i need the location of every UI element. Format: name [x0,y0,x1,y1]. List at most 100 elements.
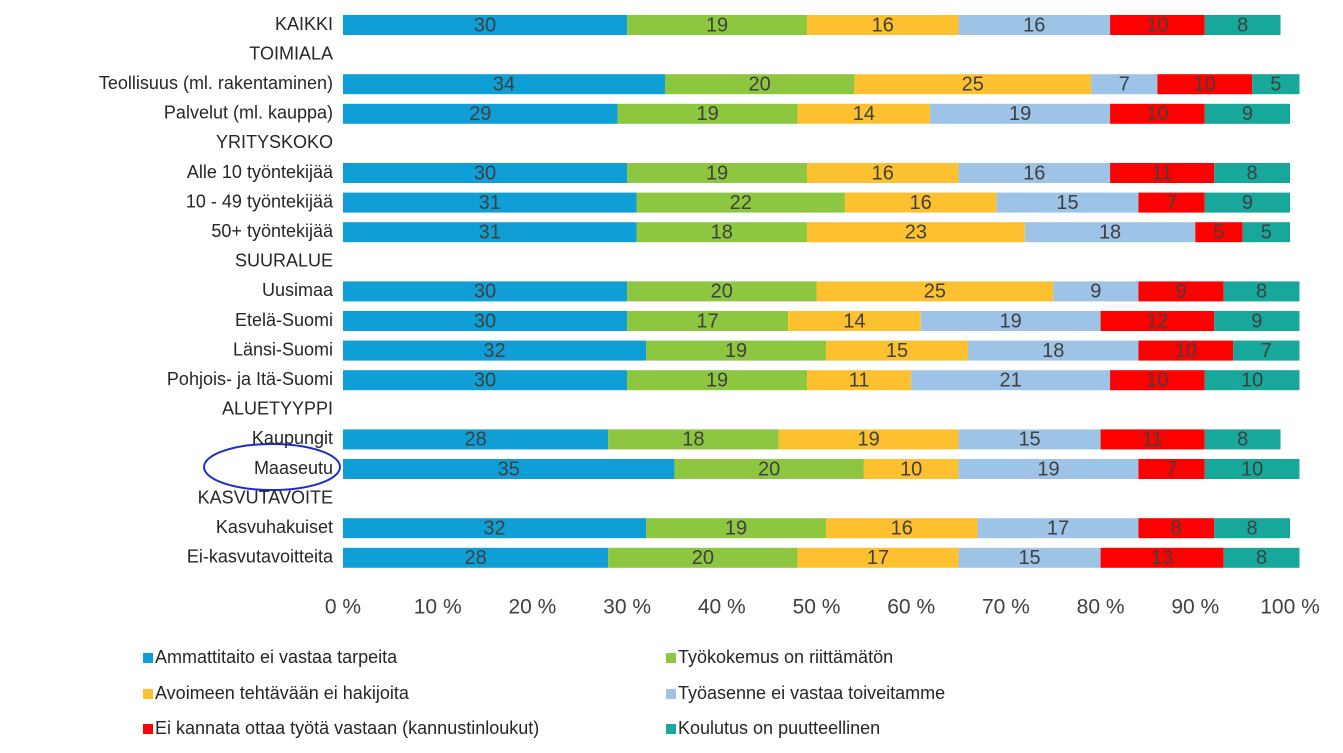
data-label: 18 [711,221,733,243]
data-label: 10 [1175,340,1197,362]
bar-segment [1100,429,1205,450]
bar-segment [1204,370,1300,391]
bar-segment [343,103,618,124]
legend-label: Ammattitaito ei vastaa tarpeita [155,647,398,667]
x-tick-label: 30 % [603,596,651,619]
data-label: 31 [479,192,501,214]
legend-label: Työasenne ei vastaa toiveitamme [678,683,945,703]
bar-segment [1110,15,1205,35]
data-label: 28 [464,547,486,569]
data-label: 8 [1237,14,1248,36]
data-label: 15 [1018,429,1040,451]
data-label: 9 [1251,310,1262,332]
category-label: KAIKKI [275,14,333,34]
data-label: 12 [1146,310,1168,332]
data-label: 25 [924,281,946,303]
legend-swatch [666,653,676,663]
x-tick-label: 80 % [1077,596,1125,619]
data-label: 17 [1047,517,1069,539]
bar-segment [958,459,1139,479]
data-label: 9 [1242,192,1253,214]
bar-segment [664,74,855,95]
bar-segment [627,163,808,183]
data-label: 18 [1042,340,1064,362]
bar-segment [825,340,969,361]
data-label: 10 [1194,73,1216,95]
data-label: 11 [849,369,870,391]
data-label: 28 [464,429,486,451]
bar-segment [1195,222,1243,243]
bar-segment [343,518,647,539]
data-label: 19 [1037,458,1059,480]
bar-segment [1138,459,1205,479]
bar-segment [844,192,997,213]
data-label: 7 [1166,458,1177,480]
data-label: 17 [867,547,889,569]
data-label: 10 [1146,14,1168,36]
category-label: Uusimaa [262,280,334,300]
bar-segment [1204,192,1290,213]
bar-segment [958,429,1101,450]
legend-label: Avoimeen tehtävään ei hakijoita [155,683,410,703]
legend-label: Koulutus on puutteellinen [678,718,880,738]
bar-segment [627,281,817,302]
bar-segment [1138,281,1224,302]
data-label: 10 [1146,103,1168,125]
bar-segment [1252,74,1300,95]
category-label: 10 - 49 työntekijää [186,191,334,211]
data-label: 16 [1023,14,1045,36]
data-label: 16 [872,14,894,36]
data-label: 22 [730,192,752,214]
bar-segment [807,15,959,35]
bar-segment [1223,547,1300,568]
bar-segment [1204,459,1300,479]
bar-segment [816,281,1054,302]
data-label: 21 [1000,369,1022,391]
data-label: 8 [1256,547,1267,569]
bar-segment [343,459,675,479]
data-label: 20 [692,547,714,569]
category-label: Kasvuhakuiset [216,517,333,537]
data-label: 5 [1213,221,1224,243]
bar-segment [627,311,789,331]
data-label: 10 [1146,369,1168,391]
data-label: 11 [1142,429,1163,451]
legend-swatch [666,689,676,699]
category-label: YRITYSKOKO [216,132,333,152]
bar-segment [1223,281,1300,302]
bar-segment [608,547,798,568]
x-tick-label: 100 % [1260,596,1320,619]
data-label: 17 [696,310,718,332]
bar-segment [1204,15,1281,35]
legend-label: Ei kannata ottaa työtä vastaan (kannusti… [155,718,539,738]
bar-segment [1110,163,1215,183]
legend-label: Työkokemus on riittämätön [678,647,893,667]
data-label: 8 [1237,429,1248,451]
bar-segment [797,547,959,568]
bar-segment [1157,74,1253,95]
bar-segment [1110,103,1205,124]
category-label: Palvelut (ml. kauppa) [164,103,333,123]
data-label: 15 [1018,547,1040,569]
bar-segment [1214,311,1300,331]
data-label: 8 [1247,162,1258,184]
data-label: 20 [749,73,771,95]
bar-segment [968,340,1139,361]
bar-segment [1214,518,1290,539]
bar-segment [958,15,1111,35]
bar-segment [617,103,798,124]
bar-segment [825,518,978,539]
bar-segment [1100,311,1215,331]
data-label: 10 [1241,458,1263,480]
bar-segment [807,370,912,391]
bar-segment [674,459,864,479]
category-label: Länsi-Suomi [233,339,333,359]
data-label: 16 [910,192,932,214]
data-label: 8 [1171,517,1182,539]
bar-segment [343,163,628,183]
bar-segment [646,518,826,539]
bar-segment [627,15,808,35]
legend-swatch [143,653,153,663]
data-label: 15 [1056,192,1078,214]
bar-segment [343,429,609,450]
